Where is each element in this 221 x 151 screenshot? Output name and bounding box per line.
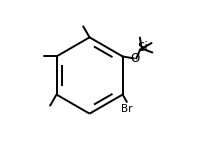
Text: Si: Si [137, 41, 148, 54]
Text: O: O [131, 52, 140, 65]
Text: Br: Br [121, 104, 132, 114]
